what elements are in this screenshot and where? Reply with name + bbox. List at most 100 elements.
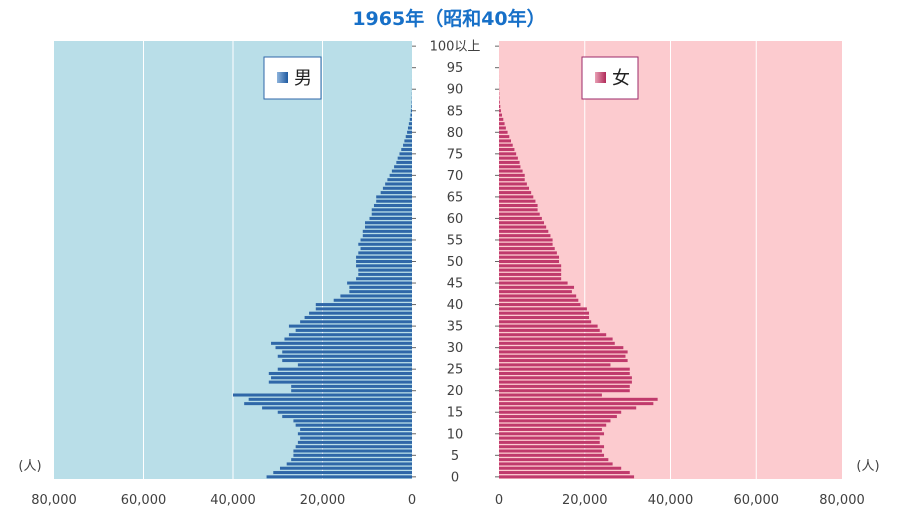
age-label: 50 [447,255,464,270]
male-bar [333,298,412,302]
female-bar [499,251,557,255]
age-label: 70 [447,169,464,184]
age-label: 10 [447,427,464,442]
male-bar [403,143,412,147]
female-bar [499,126,506,130]
female-bar [499,225,547,229]
male-bar [385,182,412,186]
male-bar [315,303,412,307]
age-label: 25 [447,363,464,378]
female-bar [499,182,527,186]
female-bar [499,221,545,225]
female-bar [499,148,515,152]
female-unit-label: (人) [856,459,879,474]
female-bar [499,471,630,475]
male-bar [349,285,412,289]
female-bar [499,324,598,328]
male-bar [288,324,412,328]
female-bar [499,208,538,212]
female-bar [499,130,508,134]
male-bar [271,376,412,380]
female-bar [499,255,560,259]
age-label: 85 [447,104,464,119]
female-bar [499,315,590,319]
female-bar [499,419,611,423]
female-bar [499,423,607,427]
female-bar [499,195,534,199]
female-legend-box [581,56,639,100]
female-legend-label: 女 [612,68,630,89]
female-x-tick-label: 20,000 [562,493,608,508]
male-bar [356,259,412,264]
female-bar [499,475,635,479]
male-bar [291,384,412,388]
female-x-tick-label: 40,000 [648,493,694,508]
male-bar [268,371,412,375]
female-bar [499,204,538,208]
chart-title: 1965年（昭和40年） [352,7,545,30]
age-label: 65 [447,190,464,205]
male-bar [262,406,412,410]
male-bar [358,272,412,276]
female-bar [499,458,609,462]
female-bars [499,53,658,479]
female-bar [499,281,568,285]
male-bar [297,363,412,367]
female-bar [499,191,532,195]
male-bar [266,475,412,479]
female-bar [499,160,520,164]
female-bar [499,359,628,363]
male-bar [293,419,412,423]
male-bar [389,173,412,177]
male-bar [277,354,412,358]
female-bar [499,393,602,397]
age-label: 5 [451,449,459,464]
female-bar [499,290,572,294]
female-bar [499,216,542,220]
male-bar [271,341,412,345]
male-bar [284,337,412,341]
female-bar [499,410,622,414]
age-label: 90 [447,83,464,98]
female-bar [499,363,611,367]
female-bar [499,436,600,440]
male-bar [411,104,412,108]
male-x-axis-tick-labels: 0 20,000 40,000 60,000 80,000 [31,493,416,508]
male-bar [297,440,412,444]
female-bar [499,449,602,453]
age-axis-labels: 0 5 10 15 20 25 30 35 40 45 50 55 60 65 70 75 80 85 90 95 10… [430,40,481,486]
male-bar [300,436,412,440]
male-legend: 男 [263,56,322,100]
female-bar [499,156,518,160]
male-x-tick-label: 20,000 [300,493,346,508]
female-bar [499,320,592,324]
age-label: 0 [451,470,459,485]
male-bar [371,208,412,212]
male-bar [282,415,412,419]
female-bar [499,173,525,177]
female-bar [499,341,615,345]
female-bar [499,109,501,113]
female-bar [499,135,510,139]
male-unit-label: (人) [18,459,41,474]
male-bar [309,311,412,315]
female-bar [499,100,500,104]
female-bar [499,384,630,388]
age-label: 35 [447,320,464,335]
female-bar [499,165,521,169]
female-x-axis-tick-labels: 0 20,000 40,000 60,000 80,000 [495,493,865,508]
male-bar [279,466,412,470]
male-x-tick-label: 40,000 [210,493,256,508]
female-x-tick-label: 80,000 [819,493,865,508]
age-label: 40 [447,298,464,313]
male-bar [358,251,412,255]
female-bar [499,117,504,121]
female-x-tick-label: 60,000 [734,493,780,508]
male-bar [382,186,412,190]
female-bar [499,272,562,276]
male-bar [401,148,412,152]
male-bar [293,453,412,457]
female-bar [499,346,624,350]
male-bar [369,216,412,220]
male-legend-swatch [277,72,288,83]
